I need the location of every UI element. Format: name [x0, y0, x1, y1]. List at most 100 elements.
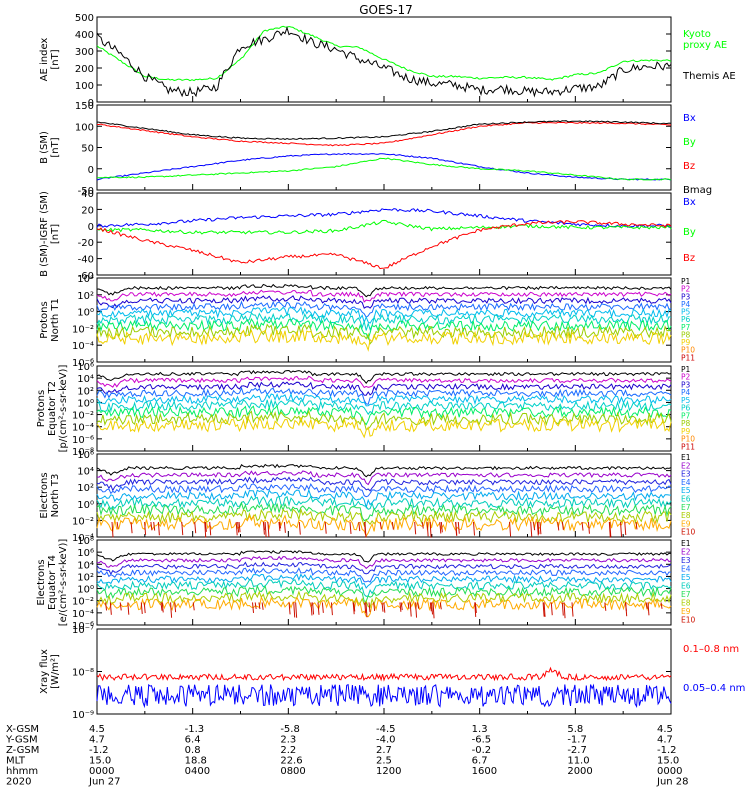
channel-label: P8 [681, 330, 691, 339]
panel-ylabel: AE index [39, 38, 50, 82]
channel-label: P8 [681, 419, 691, 428]
spike-mark [364, 602, 367, 614]
ephem-value: 0000 [89, 766, 114, 777]
panel-frame-bigrf [96, 192, 672, 276]
channel-line [96, 482, 672, 498]
spike-mark [557, 521, 560, 531]
spike-mark [414, 521, 417, 535]
ephem-value: 2000 [567, 766, 592, 777]
spike-mark [298, 521, 301, 535]
spike-mark [373, 602, 376, 611]
ephem-value: 2.7 [376, 745, 392, 756]
spike-mark [561, 602, 564, 616]
panel-ylabel: Equator T4 [47, 555, 58, 610]
channel-label: P7 [681, 323, 691, 332]
channel-line [96, 375, 672, 389]
channel-line [96, 463, 672, 478]
channel-line [96, 289, 672, 303]
spike-mark [174, 602, 177, 613]
y-tick-label: 10⁰ [77, 398, 94, 409]
channel-label: P10 [681, 346, 695, 355]
spike-mark [353, 602, 356, 612]
panel-frame-bsm [96, 104, 672, 191]
spike-mark [543, 602, 546, 617]
spike-mark [254, 602, 257, 610]
spike-mark [267, 521, 270, 537]
legend-entry: 0.1–0.8 nm [683, 644, 739, 655]
panel-ylabel: B (SM)-IGRF (SM) [39, 191, 50, 277]
spike-mark [587, 521, 590, 534]
y-tick-label: 10⁻⁶ [72, 358, 94, 369]
ephem-value: Jun 28 [656, 777, 689, 788]
legend-entry: proxy AE [683, 40, 727, 51]
spike-mark [192, 602, 195, 611]
ephem-value: -5.8 [280, 724, 300, 735]
y-tick-label: 10⁰ [77, 500, 94, 511]
spike-mark [278, 521, 281, 532]
ephemeris-table: X-GSM 4.5 -1.3 -5.8 -4.5 1.3 5.8 4.5 Y-GSM 4.7 6.4… [5, 724, 689, 788]
spike-mark [288, 602, 291, 615]
channel-line [96, 328, 672, 352]
channel-label: E1 [681, 453, 691, 462]
spike-mark [399, 602, 402, 612]
y-tick-label: -20 [78, 238, 94, 249]
ephem-row-label: Y-GSM [5, 735, 38, 746]
channel-label: E4 [681, 565, 691, 574]
panel-ylabel: [p/(cm²-s-sr-keV)] [58, 365, 69, 453]
channel-label: P2 [681, 285, 691, 294]
channel-line [96, 295, 672, 309]
spike-mark [352, 602, 355, 615]
y-tick-label: 400 [75, 30, 94, 41]
ephem-value: 2.5 [376, 756, 392, 767]
ephem-value: 2.3 [280, 735, 296, 746]
y-tick-label: 40 [81, 189, 94, 200]
y-tick-label: 10⁻² [72, 516, 94, 527]
panel-ylabel: North T1 [50, 298, 61, 342]
ephem-value: 4.5 [89, 724, 105, 735]
y-tick-label: 10⁶ [77, 450, 94, 461]
spike-mark [263, 521, 266, 531]
legend-entry: Bmag [683, 185, 712, 196]
spike-mark [170, 602, 173, 618]
ephem-value: 5.8 [567, 724, 583, 735]
bsm-line [97, 121, 672, 147]
ephem-value: 18.8 [185, 756, 207, 767]
y-tick-label: 10⁻⁴ [72, 341, 94, 352]
panel-ylabel: Protons [36, 390, 47, 427]
spike-mark [140, 602, 143, 614]
channel-label: E7 [681, 503, 691, 512]
channel-line [96, 561, 672, 576]
channel-line [96, 392, 672, 407]
bigrf-line [96, 219, 672, 235]
bigrf-line [96, 208, 672, 229]
y-tick-label: 10⁻⁸ [72, 668, 94, 679]
spike-mark [379, 521, 382, 530]
panel-ylabel: Electrons [36, 559, 47, 605]
spike-mark [365, 602, 368, 618]
spike-mark [440, 521, 443, 533]
channel-label: P3 [681, 292, 691, 301]
spike-mark [415, 602, 418, 618]
spike-mark [439, 521, 442, 534]
spike-mark [660, 602, 663, 609]
channel-label: E9 [681, 607, 691, 616]
spike-mark [105, 602, 108, 611]
channel-line [96, 579, 672, 597]
ephem-value: 0800 [280, 766, 305, 777]
spike-mark [279, 521, 282, 529]
channel-label: P4 [681, 388, 691, 397]
channel-label: P9 [681, 427, 691, 436]
legend-entry: By [683, 227, 696, 238]
y-tick-label: -60 [78, 271, 94, 282]
legend-entry: Bz [683, 253, 695, 264]
channel-label: E3 [681, 470, 691, 479]
ephem-value: 15.0 [89, 756, 111, 767]
y-tick-label: 10⁶ [77, 548, 94, 559]
bsm-line [97, 157, 672, 181]
y-tick-label: 10⁰ [77, 308, 94, 319]
y-tick-label: 10⁻⁶ [72, 621, 94, 632]
ephem-value: 4.7 [89, 735, 105, 746]
spike-mark [237, 521, 240, 533]
spike-mark [473, 521, 475, 536]
spike-mark [295, 602, 298, 618]
